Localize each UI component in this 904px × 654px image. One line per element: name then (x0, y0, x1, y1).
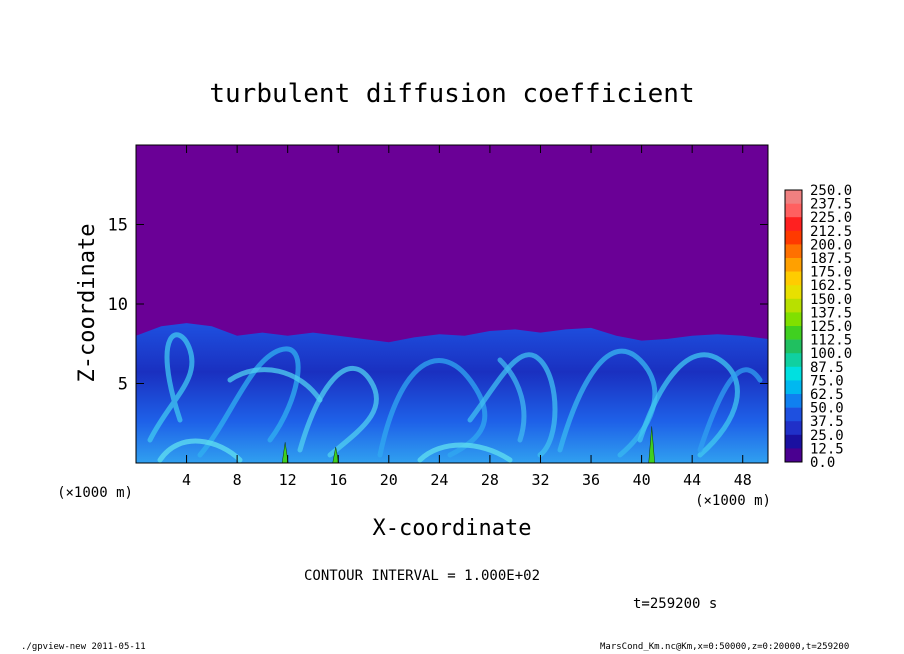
colorbar-swatch (785, 421, 802, 436)
colorbar: 250.0237.5225.0212.5200.0187.5175.0162.5… (784, 183, 852, 471)
x-tick-label: 4 (182, 471, 191, 489)
colorbar-label: 100.0 (810, 346, 852, 362)
colorbar-label: 12.5 (810, 441, 844, 457)
high-value-spike (648, 426, 655, 463)
colorbar-label: 225.0 (810, 210, 852, 226)
y-axis-label: Z-coordinate (75, 224, 100, 383)
colorbar-label: 200.0 (810, 237, 852, 253)
x-unit-left: (×1000 m) (57, 485, 133, 501)
colorbar-swatch (785, 339, 802, 354)
colorbar-label: 250.0 (810, 183, 852, 199)
colorbar-swatch (785, 434, 802, 449)
x-tick-label: 20 (380, 471, 398, 489)
y-tick-label: 15 (108, 216, 128, 236)
colorbar-swatch (785, 366, 802, 381)
colorbar-label: 112.5 (810, 333, 852, 349)
time-label: t=259200 s (633, 596, 718, 612)
colorbar-swatch (785, 258, 802, 272)
colorbar-swatch (785, 203, 802, 218)
y-axis: 5 10 15 (108, 216, 768, 395)
colorbar-label: 87.5 (810, 360, 844, 376)
turbulent-layer (136, 323, 768, 463)
colorbar-swatch (785, 353, 802, 368)
colorbar-label: 237.5 (810, 197, 852, 213)
colorbar-label: 0.0 (810, 455, 835, 471)
colorbar-label: 137.5 (810, 305, 852, 321)
colorbar-label: 162.5 (810, 278, 852, 294)
colorbar-swatch (785, 380, 802, 395)
colorbar-label: 175.0 (810, 265, 852, 281)
x-tick-label: 48 (734, 471, 752, 489)
eddy-streak (467, 352, 558, 458)
footer-left: ./gpview-new 2011-05-11 (21, 642, 146, 652)
contour-interval-label: CONTOUR INTERVAL = 1.000E+02 (304, 568, 541, 584)
colorbar-frame (784, 189, 803, 463)
x-tick-label: 28 (481, 471, 499, 489)
eddy-streak (197, 346, 301, 458)
colorbar-label: 212.5 (810, 224, 852, 240)
colorbar-label: 50.0 (810, 401, 844, 417)
colorbar-swatch (785, 448, 802, 463)
colorbar-label: 37.5 (810, 414, 844, 430)
colorbar-swatch (785, 190, 802, 204)
y-tick-label: 10 (108, 295, 128, 315)
colorbar-swatch (785, 394, 802, 408)
eddy-streak (157, 438, 243, 463)
colorbar-swatch (785, 312, 802, 327)
eddy-streak (637, 352, 740, 458)
eddy-streak (417, 442, 513, 463)
eddy-streak (497, 357, 527, 443)
x-tick-label: 8 (233, 471, 242, 489)
colorbar-swatch (785, 298, 802, 313)
colorbar-label: 150.0 (810, 292, 852, 308)
y-tick-label: 5 (118, 375, 128, 395)
x-tick-label: 12 (279, 471, 297, 489)
colorbar-swatch (785, 326, 802, 340)
colorbar-label: 62.5 (810, 387, 844, 403)
colorbar-label: 125.0 (810, 319, 852, 335)
heatmap-field (136, 323, 768, 463)
colorbar-swatch (785, 271, 802, 286)
x-axis-label: X-coordinate (373, 516, 532, 541)
x-tick-label: 36 (582, 471, 600, 489)
eddy-streak (697, 367, 763, 453)
colorbar-swatch (785, 217, 802, 232)
chart-title: turbulent diffusion coefficient (209, 79, 694, 109)
colorbar-swatch (785, 407, 802, 422)
eddy-streak (147, 332, 195, 443)
x-tick-label: 44 (683, 471, 701, 489)
colorbar-label: 25.0 (810, 428, 844, 444)
x-tick-label: 24 (430, 471, 448, 489)
colorbar-label: 75.0 (810, 373, 844, 389)
x-tick-label: 40 (633, 471, 651, 489)
colorbar-label: 187.5 (810, 251, 852, 267)
x-tick-label: 16 (329, 471, 347, 489)
footer-right: MarsCond_Km.nc@Km,x=0:50000,z=0:20000,t=… (600, 642, 850, 652)
colorbar-swatch (785, 230, 802, 245)
high-value-spike (281, 442, 289, 463)
eddy-streak (227, 367, 323, 403)
x-axis: 4 8 12 16 20 24 28 32 36 40 44 48 (182, 145, 752, 489)
eddy-streak (377, 358, 488, 458)
x-tick-label: 32 (531, 471, 549, 489)
colorbar-swatch (785, 244, 802, 259)
colorbar-swatch (785, 285, 802, 300)
x-unit-right: (×1000 m) (695, 493, 771, 509)
high-value-spike (332, 447, 339, 463)
